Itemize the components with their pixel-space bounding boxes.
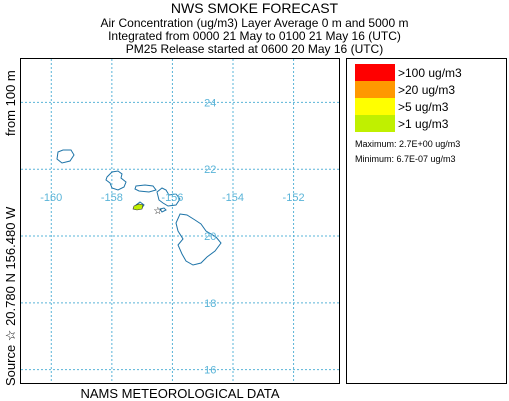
- title: NWS SMOKE FORECAST: [170, 0, 339, 16]
- latitude-tick-label: 20: [204, 231, 216, 243]
- legend-swatch: [355, 115, 395, 132]
- maui-island: [156, 187, 181, 207]
- legend-panel: >100 ug/m3 >20 ug/m3 >5 ug/m3 >1 ug/m3 M…: [346, 58, 507, 384]
- tick-labels: -160 -158 -156 -154 -152 16 18 20 22 24: [40, 97, 304, 376]
- release-height-label: from 100 m: [3, 70, 18, 136]
- longitude-tick-label: -158: [101, 192, 123, 204]
- hawaii-island: [175, 213, 222, 266]
- coastlines: [56, 149, 222, 266]
- source-location-label: Source ☆ 20.780 N 156.480 W: [3, 206, 18, 386]
- legend-swatch: [355, 98, 395, 115]
- latitude-tick-label: 16: [204, 365, 216, 377]
- source-star-icon: ☆: [153, 206, 162, 217]
- subtitle-concentration: Air Concentration (ug/m3) Layer Average …: [100, 16, 409, 30]
- subtitle-integration: Integrated from 0000 21 May to 0100 21 M…: [108, 29, 401, 43]
- footer-data-source: NAMS METEOROLOGICAL DATA: [80, 386, 280, 401]
- latitude-tick-label: 18: [204, 298, 216, 310]
- subtitle-release: PM25 Release started at 0600 20 May 16 (…: [125, 42, 384, 56]
- legend-label: >1 ug/m3: [398, 117, 449, 131]
- map-canvas: -160 -158 -156 -154 -152 16 18 20 22 24 ☆: [21, 59, 339, 383]
- longitude-tick-label: -152: [283, 192, 305, 204]
- longitude-tick-label: -154: [222, 192, 244, 204]
- molokai-island: [134, 184, 157, 193]
- map-frame: -160 -158 -156 -154 -152 16 18 20 22 24 ☆: [20, 58, 340, 384]
- maximum-value: Maximum: 2.7E+00 ug/m3: [355, 139, 461, 149]
- legend-label: >5 ug/m3: [398, 100, 449, 114]
- kahoolawe-island: [159, 207, 167, 213]
- minimum-value: Minimum: 6.7E-07 ug/m3: [355, 154, 456, 164]
- oahu-island: [105, 170, 127, 191]
- legend-swatch: [355, 64, 395, 81]
- legend-label: >20 ug/m3: [398, 83, 456, 97]
- legend-swatch: [355, 81, 395, 98]
- legend-label: >100 ug/m3: [398, 66, 462, 80]
- longitude-tick-label: -156: [161, 192, 183, 204]
- latitude-tick-label: 24: [204, 97, 216, 109]
- latitude-tick-label: 22: [204, 164, 216, 176]
- longitude-tick-label: -160: [40, 192, 62, 204]
- niihau-island: [56, 149, 75, 164]
- graticule: [21, 59, 339, 383]
- smoke-plume: [132, 203, 144, 211]
